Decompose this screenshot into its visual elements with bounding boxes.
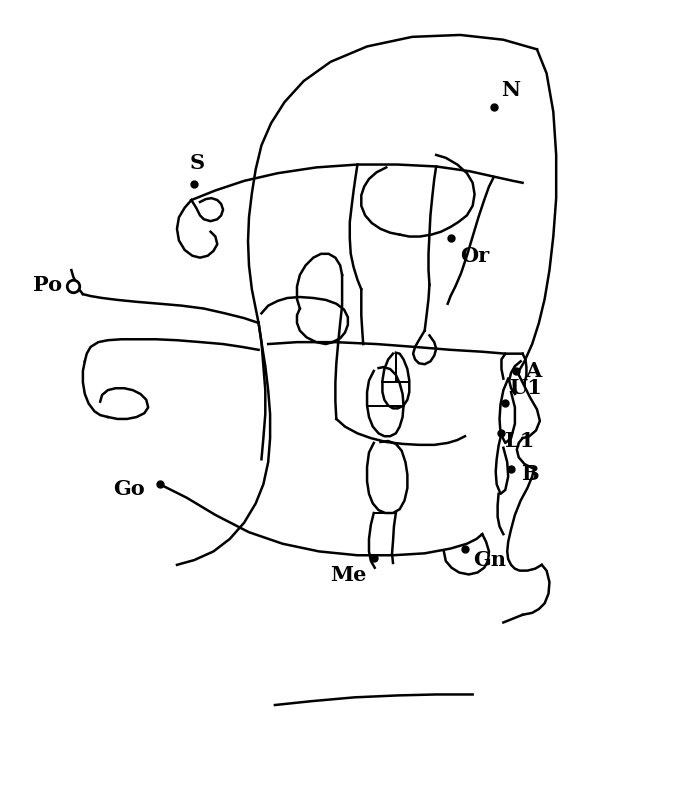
Text: B: B (521, 464, 538, 484)
Text: N: N (502, 79, 521, 100)
Text: Me: Me (331, 565, 367, 586)
Text: L1: L1 (505, 431, 535, 451)
Text: Gn: Gn (473, 550, 506, 570)
Text: A: A (526, 361, 542, 381)
Text: Po: Po (33, 275, 62, 294)
Text: Go: Go (114, 479, 145, 499)
Text: U1: U1 (509, 379, 542, 398)
Text: S: S (189, 153, 205, 172)
Text: Or: Or (460, 246, 489, 266)
